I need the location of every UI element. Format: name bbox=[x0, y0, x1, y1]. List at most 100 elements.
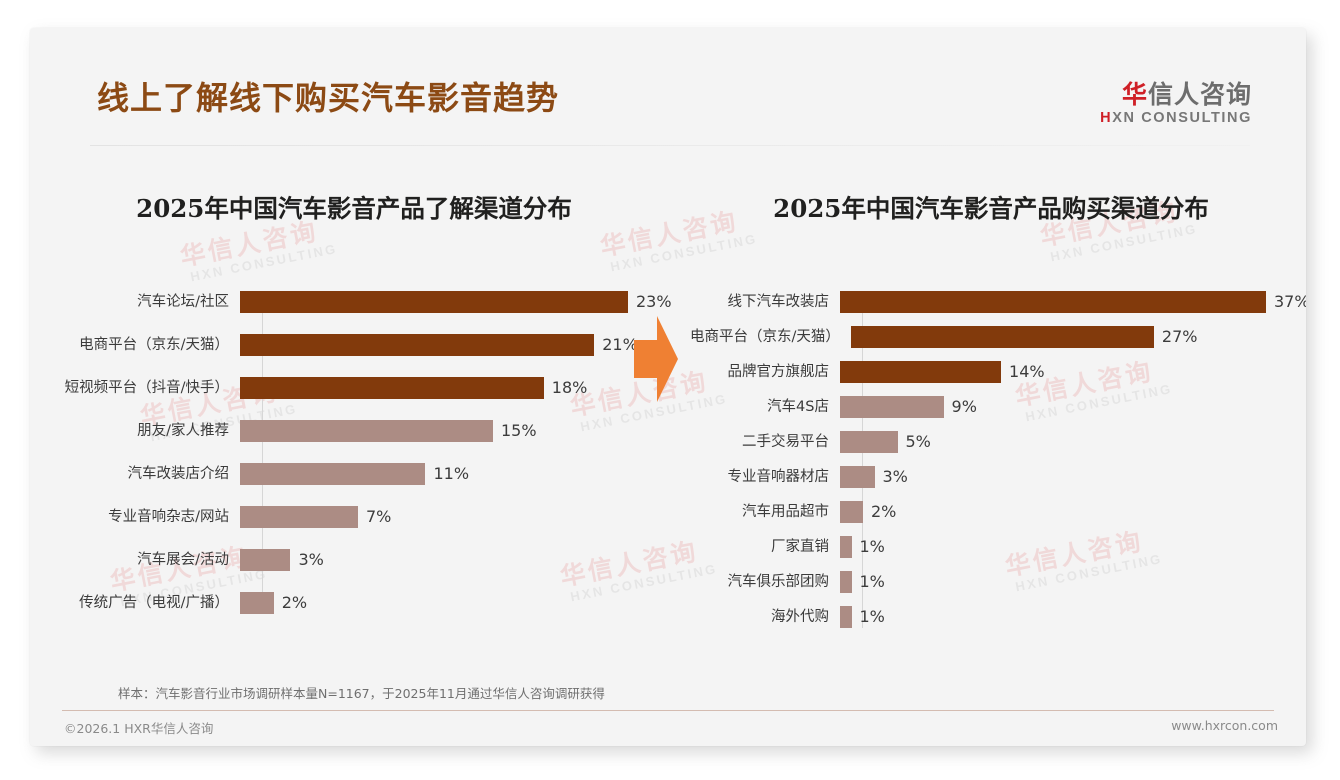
chart-purchase-channels: 2025年中国汽车影音产品购买渠道分布 线下汽车改装店 37% 电商平台（ bbox=[668, 168, 1306, 688]
chart-plot: 汽车论坛/社区 23% 电商平台（京东/天猫） 21% bbox=[30, 291, 672, 614]
bar-track: 1% bbox=[840, 536, 1266, 558]
bar[interactable] bbox=[240, 420, 493, 442]
website-link[interactable]: www.hxrcon.com bbox=[1171, 718, 1278, 733]
brand-logo-en-accent: H bbox=[1100, 110, 1113, 126]
bar-value-label: 5% bbox=[905, 432, 931, 451]
bar-row: 线下汽车改装店 37% bbox=[690, 291, 1306, 313]
bar-row: 专业音响杂志/网站 7% bbox=[52, 506, 628, 528]
y-axis-line bbox=[262, 291, 263, 614]
bar-row: 专业音响器材店 3% bbox=[690, 466, 1266, 488]
chart-title: 2025年中国汽车影音产品了解渠道分布 bbox=[136, 194, 572, 223]
bar-category-label: 专业音响杂志/网站 bbox=[108, 508, 229, 525]
bar-track: 9% bbox=[840, 396, 1266, 418]
bar-row: 电商平台（京东/天猫） 21% bbox=[52, 334, 638, 356]
bar-category-label: 海外代购 bbox=[771, 608, 829, 625]
bar[interactable] bbox=[840, 466, 875, 488]
bar-track: 3% bbox=[240, 549, 628, 571]
bar-track: 23% bbox=[240, 291, 672, 313]
chart-title: 2025年中国汽车影音产品购买渠道分布 bbox=[773, 194, 1209, 223]
bar-value-label: 15% bbox=[500, 421, 537, 440]
bar[interactable] bbox=[240, 463, 426, 485]
bar-track: 3% bbox=[840, 466, 1266, 488]
bar-track: 1% bbox=[840, 606, 1266, 628]
bar[interactable] bbox=[840, 396, 944, 418]
bar[interactable] bbox=[840, 361, 1002, 383]
bar[interactable] bbox=[850, 326, 1154, 348]
bar-value-label: 14% bbox=[1009, 362, 1045, 381]
bar-row: 汽车改装店介绍 11% bbox=[52, 463, 628, 485]
bar-category-label: 电商平台（京东/天猫） bbox=[690, 328, 840, 345]
bar-category-label: 专业音响器材店 bbox=[727, 468, 830, 485]
bar[interactable] bbox=[840, 571, 852, 593]
bar-track: 2% bbox=[840, 501, 1266, 523]
bar-track: 11% bbox=[240, 463, 628, 485]
slide-card: 华信人咨询 HXN CONSULTING 华信人咨询 HXN CONSULTIN… bbox=[30, 28, 1306, 746]
slide-header: 线上了解线下购买汽车影音趋势 华信人咨询 HXN CONSULTING bbox=[30, 28, 1306, 146]
bar-row: 汽车展会/活动 3% bbox=[52, 549, 628, 571]
bar-row: 朋友/家人推荐 15% bbox=[52, 420, 628, 442]
bar-value-label: 9% bbox=[951, 397, 977, 416]
bar-row: 品牌官方旗舰店 14% bbox=[690, 361, 1266, 383]
bar-value-label: 37% bbox=[1274, 292, 1306, 311]
bar-category-label: 电商平台（京东/天猫） bbox=[79, 336, 229, 353]
chart-plot: 线下汽车改装店 37% 电商平台（京东/天猫） 27% bbox=[668, 291, 1306, 628]
bar-category-label: 汽车展会/活动 bbox=[137, 551, 229, 568]
bar[interactable] bbox=[240, 506, 358, 528]
bar-row: 海外代购 1% bbox=[690, 606, 1266, 628]
bar-value-label: 23% bbox=[636, 292, 672, 311]
bar-row: 汽车论坛/社区 23% bbox=[52, 291, 672, 313]
bar-category-label: 汽车改装店介绍 bbox=[127, 465, 230, 482]
brand-logo-cn: 华信人咨询 bbox=[1100, 82, 1252, 107]
bar-value-label: 1% bbox=[859, 572, 885, 591]
bar-row: 短视频平台（抖音/快手） 18% bbox=[52, 377, 628, 399]
bar-category-label: 品牌官方旗舰店 bbox=[727, 363, 830, 380]
bar-value-label: 3% bbox=[882, 467, 908, 486]
brand-logo: 华信人咨询 HXN CONSULTING bbox=[1100, 82, 1252, 126]
bar-category-label: 汽车俱乐部团购 bbox=[727, 573, 830, 590]
bar-row: 汽车4S店 9% bbox=[690, 396, 1266, 418]
bar[interactable] bbox=[240, 377, 544, 399]
bar-value-label: 7% bbox=[365, 507, 392, 526]
bar-value-label: 3% bbox=[298, 550, 324, 569]
bar-category-label: 汽车论坛/社区 bbox=[137, 293, 229, 310]
chart-awareness-channels: 2025年中国汽车影音产品了解渠道分布 汽车论坛/社区 23% 电商平台（ bbox=[30, 168, 672, 688]
bar[interactable] bbox=[840, 501, 863, 523]
plot-inner: 汽车论坛/社区 23% 电商平台（京东/天猫） 21% bbox=[52, 291, 672, 614]
brand-logo-cn-accent: 华 bbox=[1121, 80, 1148, 109]
bar[interactable] bbox=[840, 606, 852, 628]
bar-track: 15% bbox=[240, 420, 628, 442]
bar-row: 汽车用品超市 2% bbox=[690, 501, 1266, 523]
slide-footer: ©2026.1 HXR华信人咨询 www.hxrcon.com bbox=[30, 710, 1306, 746]
bar-value-label: 2% bbox=[281, 593, 308, 612]
bar[interactable] bbox=[840, 291, 1266, 313]
brand-logo-cn-rest: 信人咨询 bbox=[1147, 80, 1252, 109]
bar-category-label: 线下汽车改装店 bbox=[727, 293, 830, 310]
bar[interactable] bbox=[840, 536, 852, 558]
bar-category-label: 厂家直销 bbox=[771, 538, 829, 555]
brand-logo-en: HXN CONSULTING bbox=[1100, 111, 1252, 126]
bar-category-label: 短视频平台（抖音/快手） bbox=[64, 379, 229, 396]
plot-inner: 线下汽车改装店 37% 电商平台（京东/天猫） 27% bbox=[690, 291, 1306, 628]
bar[interactable] bbox=[240, 334, 595, 356]
bar-row: 传统广告（电视/广播） 2% bbox=[52, 592, 628, 614]
bar[interactable] bbox=[840, 431, 898, 453]
header-divider bbox=[90, 145, 1250, 146]
bar-value-label: 2% bbox=[871, 502, 897, 521]
bar-category-label: 汽车4S店 bbox=[767, 398, 829, 415]
bar-value-label: 1% bbox=[859, 537, 885, 556]
bar-track: 2% bbox=[240, 592, 628, 614]
bar[interactable] bbox=[240, 592, 274, 614]
bar-value-label: 11% bbox=[433, 464, 470, 483]
bar-row: 电商平台（京东/天猫） 27% bbox=[690, 326, 1266, 348]
bar[interactable] bbox=[240, 549, 291, 571]
source-note: 样本：汽车影音行业市场调研样本量N=1167，于2025年11月通过华信人咨询调… bbox=[118, 686, 605, 701]
bar[interactable] bbox=[240, 291, 628, 313]
bar-row: 汽车俱乐部团购 1% bbox=[690, 571, 1266, 593]
footer-divider bbox=[62, 710, 1274, 711]
bar-track: 21% bbox=[240, 334, 638, 356]
bar-category-label: 朋友/家人推荐 bbox=[137, 422, 229, 439]
bar-track: 5% bbox=[840, 431, 1266, 453]
bar-track: 27% bbox=[850, 326, 1266, 348]
bar-category-label: 汽车用品超市 bbox=[742, 503, 829, 520]
